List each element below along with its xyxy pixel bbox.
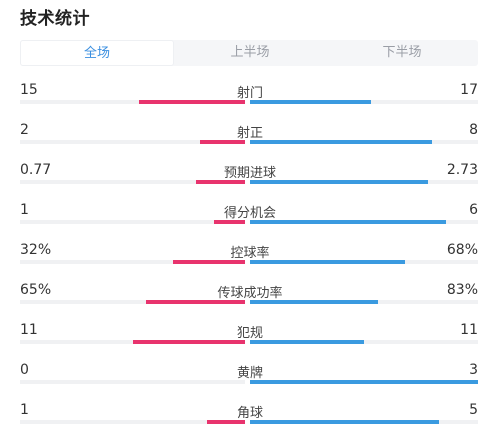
home-value: 1 [20, 202, 29, 218]
home-bar [213, 220, 245, 224]
away-bar-track [250, 100, 478, 104]
home-value: 65% [20, 282, 52, 298]
home-bar [200, 140, 245, 144]
away-bar-track [250, 260, 478, 264]
away-bar [250, 340, 364, 344]
stat-label: 射门 [236, 86, 263, 101]
home-value: 11 [20, 322, 38, 338]
stat-label: 犯规 [236, 326, 263, 341]
home-value: 15 [20, 82, 38, 98]
away-bar [250, 220, 447, 224]
stat-row: 1 得分机会 6 [0, 202, 500, 242]
home-bar-track [20, 420, 245, 424]
away-bar [250, 140, 433, 144]
away-bar [250, 180, 428, 184]
home-bar-track [20, 140, 245, 144]
stat-label: 控球率 [230, 246, 270, 261]
home-bar [132, 340, 245, 344]
away-value: 2.73 [446, 162, 478, 178]
home-bar [173, 260, 245, 264]
stat-label: 传球成功率 [217, 286, 283, 301]
home-bar-track [20, 260, 245, 264]
stat-row: 32% 控球率 68% [0, 242, 500, 282]
tab-full-match[interactable]: 全场 [20, 40, 174, 66]
home-bar-track [20, 180, 245, 184]
home-bar [146, 300, 245, 304]
stat-row: 65% 传球成功率 83% [0, 282, 500, 322]
away-bar-track [250, 220, 478, 224]
away-value: 11 [460, 322, 478, 338]
home-bar-track [20, 380, 245, 384]
home-bar-track [20, 340, 245, 344]
stat-label: 射正 [236, 126, 263, 141]
stat-label: 角球 [236, 406, 263, 421]
stat-label: 得分机会 [223, 206, 276, 221]
away-bar-track [250, 340, 478, 344]
stat-row: 1 角球 5 [0, 402, 500, 440]
away-bar [250, 300, 378, 304]
stat-row: 15 射门 17 [0, 82, 500, 122]
home-bar-track [20, 300, 245, 304]
away-bar-track [250, 180, 478, 184]
away-bar [250, 260, 406, 264]
away-value: 3 [469, 362, 478, 378]
home-value: 32% [20, 242, 52, 258]
page-title: 技术统计 [20, 9, 90, 29]
tab-second-half[interactable]: 下半场 [382, 45, 422, 60]
home-bar [195, 180, 245, 184]
away-value: 6 [469, 202, 478, 218]
home-value: 2 [20, 122, 29, 138]
period-tabs: 全场 上半场 下半场 [20, 40, 478, 66]
stat-label: 黄牌 [236, 366, 263, 381]
home-value: 1 [20, 402, 29, 418]
away-bar-track [250, 380, 478, 384]
away-value: 17 [460, 82, 478, 98]
stat-row: 0 黄牌 3 [0, 362, 500, 402]
away-bar [250, 100, 371, 104]
away-bar-track [250, 420, 478, 424]
away-value: 5 [469, 402, 478, 418]
away-value: 83% [446, 282, 478, 298]
stat-row: 2 射正 8 [0, 122, 500, 162]
home-bar-track [20, 220, 245, 224]
stat-row: 0.77 预期进球 2.73 [0, 162, 500, 202]
away-value: 8 [469, 122, 478, 138]
away-bar-track [250, 140, 478, 144]
home-bar [206, 420, 245, 424]
stat-label: 预期进球 [223, 166, 276, 181]
home-bar [139, 100, 245, 104]
tab-first-half[interactable]: 上半场 [230, 45, 270, 60]
stat-row: 11 犯规 11 [0, 322, 500, 362]
home-value: 0 [20, 362, 29, 378]
away-bar [250, 380, 478, 384]
home-bar-track [20, 100, 245, 104]
away-bar-track [250, 300, 478, 304]
away-bar [250, 420, 440, 424]
away-value: 68% [446, 242, 478, 258]
home-value: 0.77 [20, 162, 52, 178]
stats-list: 15 射门 17 2 射正 8 0.77 预期进球 2.73 1 得分机会 6 [0, 82, 500, 440]
